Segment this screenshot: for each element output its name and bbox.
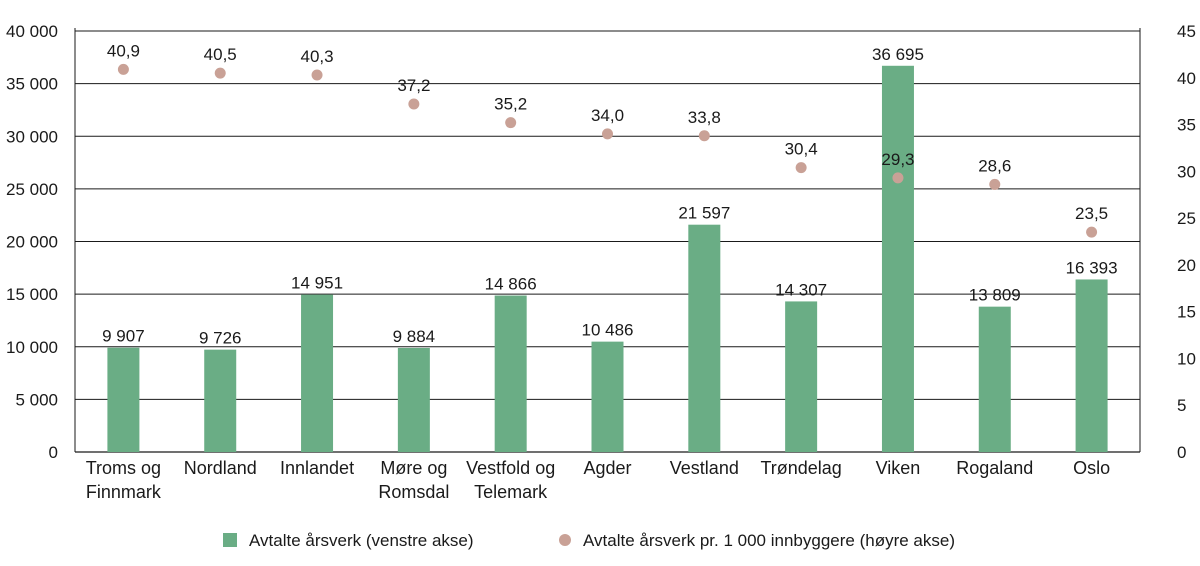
scatter-point bbox=[505, 117, 517, 129]
bar bbox=[397, 347, 430, 452]
y-right-tick-label: 20 bbox=[1177, 256, 1196, 275]
scatter-point bbox=[408, 98, 420, 110]
y-right-tick-label: 10 bbox=[1177, 349, 1196, 368]
x-tick-label: Vestfold og Telemark bbox=[466, 458, 555, 502]
y-right-tick-label: 25 bbox=[1177, 209, 1196, 228]
point-value-label: 29,3 bbox=[881, 150, 914, 169]
point-value-label: 40,3 bbox=[300, 47, 333, 66]
legend-swatch-points bbox=[559, 534, 571, 546]
scatter-point bbox=[1086, 226, 1098, 238]
y-left-tick-label: 25 000 bbox=[6, 180, 58, 199]
bar-value-label: 10 486 bbox=[582, 321, 634, 340]
y-right-tick-label: 30 bbox=[1177, 162, 1196, 181]
y-right-tick-label: 15 bbox=[1177, 303, 1196, 322]
y-right-tick-label: 40 bbox=[1177, 69, 1196, 88]
point-value-label: 28,6 bbox=[978, 156, 1011, 175]
scatter-point bbox=[214, 67, 226, 79]
point-value-label: 35,2 bbox=[494, 95, 527, 114]
legend-label-points: Avtalte årsverk pr. 1 000 innbyggere (hø… bbox=[583, 531, 955, 550]
bar bbox=[1075, 279, 1108, 452]
y-left-tick-label: 5 000 bbox=[15, 390, 58, 409]
bar bbox=[978, 306, 1011, 452]
x-tick-label: Troms og Finnmark bbox=[86, 458, 162, 502]
point-value-label: 23,5 bbox=[1075, 204, 1108, 223]
bar-value-label: 14 866 bbox=[485, 275, 537, 294]
y-right-tick-label: 45 bbox=[1177, 22, 1196, 41]
bar-value-label: 9 884 bbox=[393, 327, 436, 346]
bar bbox=[688, 224, 721, 452]
bar bbox=[494, 295, 527, 452]
x-tick-label: Agder bbox=[583, 458, 631, 478]
x-tick-label: Rogaland bbox=[956, 458, 1033, 478]
x-tick-label: Trøndelag bbox=[760, 458, 841, 478]
y-left-tick-label: 35 000 bbox=[6, 75, 58, 94]
scatter-point bbox=[117, 63, 129, 75]
y-left-tick-label: 30 000 bbox=[6, 127, 58, 146]
x-tick-label: Møre og Romsdal bbox=[378, 458, 449, 502]
bar bbox=[107, 347, 140, 452]
bar-value-label: 14 307 bbox=[775, 280, 827, 299]
scatter-point bbox=[311, 69, 323, 81]
bar-value-label: 36 695 bbox=[872, 45, 924, 64]
bar-value-label: 9 907 bbox=[102, 327, 145, 346]
bar-value-label: 13 809 bbox=[969, 286, 1021, 305]
y-left-tick-label: 40 000 bbox=[6, 22, 58, 41]
x-tick-label: Nordland bbox=[184, 458, 257, 478]
bar-value-label: 14 951 bbox=[291, 274, 343, 293]
bar-value-label: 16 393 bbox=[1066, 258, 1118, 277]
bar-value-label: 21 597 bbox=[678, 204, 730, 223]
scatter-point bbox=[698, 130, 710, 142]
y-right-tick-label: 0 bbox=[1177, 443, 1186, 462]
legend-swatch-bars bbox=[223, 533, 237, 547]
y-right-tick-label: 35 bbox=[1177, 116, 1196, 135]
bar-value-label: 9 726 bbox=[199, 329, 242, 348]
point-value-label: 40,5 bbox=[204, 45, 237, 64]
scatter-point bbox=[892, 172, 904, 184]
y-right-tick-label: 5 bbox=[1177, 396, 1186, 415]
y-left-tick-label: 0 bbox=[49, 443, 58, 462]
bar bbox=[881, 65, 914, 452]
x-tick-label: Vestland bbox=[670, 458, 739, 478]
y-left-tick-label: 10 000 bbox=[6, 338, 58, 357]
point-value-label: 40,9 bbox=[107, 41, 140, 60]
x-tick-label: Oslo bbox=[1073, 458, 1110, 478]
scatter-point bbox=[795, 162, 807, 174]
point-value-label: 34,0 bbox=[591, 106, 624, 125]
point-value-label: 30,4 bbox=[785, 140, 818, 159]
point-value-label: 33,8 bbox=[688, 108, 721, 127]
scatter-point bbox=[602, 128, 613, 140]
y-left-tick-label: 15 000 bbox=[6, 285, 58, 304]
bar bbox=[204, 349, 237, 452]
x-tick-label: Innlandet bbox=[280, 458, 354, 478]
y-left-tick-label: 20 000 bbox=[6, 233, 58, 252]
bar bbox=[591, 341, 624, 452]
legend-label-bars: Avtalte årsverk (venstre akse) bbox=[249, 531, 474, 550]
scatter-point bbox=[989, 178, 1001, 190]
bar bbox=[301, 294, 334, 452]
x-tick-label: Viken bbox=[876, 458, 921, 478]
point-value-label: 37,2 bbox=[397, 76, 430, 95]
bar bbox=[785, 301, 818, 452]
